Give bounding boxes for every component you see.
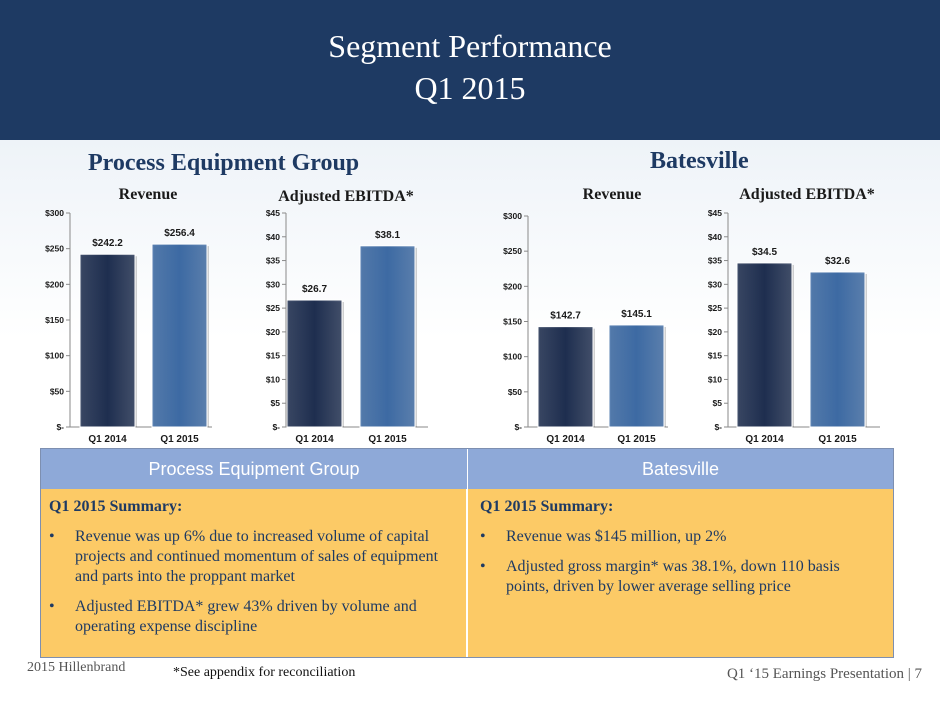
y-tick-label: $45: [708, 208, 722, 218]
title-banner: Segment Performance Q1 2015: [0, 0, 940, 140]
y-tick-label: $25: [708, 303, 722, 313]
chart-title-peg-revenue: Revenue: [118, 186, 178, 203]
chart-title-peg-ebitda: Adjusted EBITDA*: [278, 188, 414, 205]
y-tick-label: $10: [266, 374, 280, 384]
summary-table: Process Equipment Group Batesville Q1 20…: [40, 448, 894, 658]
y-tick-label: $20: [266, 327, 280, 337]
y-tick-label: $30: [708, 279, 722, 289]
y-tick-label: $-: [56, 422, 64, 432]
data-label: $242.2: [92, 238, 123, 249]
y-tick-label: $15: [708, 351, 722, 361]
y-tick-label: $50: [50, 386, 64, 396]
y-tick-label: $20: [708, 327, 722, 337]
summary-bullet-list: Revenue was $145 million, up 2% Adjusted…: [480, 527, 885, 597]
list-item: Adjusted EBITDA* grew 43% driven by volu…: [49, 597, 458, 637]
bar-q1-2015: [809, 271, 866, 428]
footer-note: *See appendix for reconciliation: [173, 665, 356, 680]
data-label: $34.5: [752, 247, 777, 258]
bar-q1-2014: [736, 262, 793, 428]
table-header-batesville: Batesville: [468, 449, 893, 489]
y-tick-label: $45: [266, 208, 280, 218]
x-tick-label: Q1 2014: [295, 434, 334, 445]
x-tick-label: Q1 2015: [368, 434, 407, 445]
y-tick-label: $150: [503, 317, 522, 327]
section-title-batesville: Batesville: [650, 148, 749, 174]
data-label: $26.7: [302, 284, 327, 295]
y-tick-label: $35: [708, 256, 722, 266]
x-tick-label: Q1 2015: [617, 434, 656, 445]
data-label: $256.4: [164, 228, 195, 239]
list-item: Revenue was up 6% due to increased volum…: [49, 527, 458, 587]
y-tick-label: $50: [508, 387, 522, 397]
summary-bullet-list: Revenue was up 6% due to increased volum…: [49, 527, 458, 637]
y-tick-label: $300: [503, 211, 522, 221]
y-tick-label: $15: [266, 351, 280, 361]
data-label: $32.6: [825, 256, 850, 267]
bar-q1-2015: [359, 245, 416, 428]
data-label: $142.7: [550, 311, 581, 322]
table-cell-process-equipment-group: Q1 2015 Summary: Revenue was up 6% due t…: [41, 489, 467, 657]
footer-page-label: Q1 ‘15 Earnings Presentation | 7: [726, 666, 922, 682]
y-tick-label: $300: [45, 208, 64, 218]
chart-title-bv-ebitda: Adjusted EBITDA*: [739, 186, 875, 203]
y-tick-label: $200: [503, 281, 522, 291]
chart-title-bv-revenue: Revenue: [582, 186, 642, 203]
y-tick-label: $250: [503, 246, 522, 256]
summary-title: Q1 2015 Summary:: [49, 498, 183, 515]
y-tick-label: $-: [272, 422, 280, 432]
list-item: Revenue was $145 million, up 2%: [480, 527, 885, 547]
x-tick-label: Q1 2014: [745, 434, 784, 445]
y-tick-label: $10: [708, 374, 722, 384]
y-tick-label: $250: [45, 244, 64, 254]
table-cell-batesville: Q1 2015 Summary: Revenue was $145 millio…: [468, 489, 893, 657]
table-header-process-equipment-group: Process Equipment Group: [41, 449, 468, 489]
y-tick-label: $5: [713, 398, 723, 408]
y-tick-label: $-: [514, 422, 522, 432]
y-tick-label: $25: [266, 303, 280, 313]
x-tick-label: Q1 2014: [88, 434, 127, 445]
data-label: $38.1: [375, 230, 400, 241]
data-label: $145.1: [621, 309, 652, 320]
section-title-process-equipment-group: Process Equipment Group: [88, 150, 360, 176]
bar-q1-2014: [537, 326, 594, 428]
y-tick-label: $150: [45, 315, 64, 325]
y-tick-label: $5: [271, 398, 281, 408]
y-tick-label: $100: [45, 351, 64, 361]
bar-q1-2014: [79, 253, 136, 428]
bar-q1-2015: [608, 324, 665, 428]
y-tick-label: $-: [714, 422, 722, 432]
y-tick-label: $40: [266, 232, 280, 242]
slide-title-line2: Q1 2015: [414, 70, 526, 106]
x-tick-label: Q1 2015: [160, 434, 199, 445]
list-item: Adjusted gross margin* was 38.1%, down 1…: [480, 557, 885, 597]
x-tick-label: Q1 2015: [818, 434, 857, 445]
y-tick-label: $200: [45, 279, 64, 289]
x-tick-label: Q1 2014: [546, 434, 585, 445]
y-tick-label: $40: [708, 232, 722, 242]
y-tick-label: $35: [266, 256, 280, 266]
y-tick-label: $100: [503, 352, 522, 362]
bar-q1-2014: [286, 299, 343, 428]
y-tick-label: $30: [266, 279, 280, 289]
footer-copyright: 2015 Hillenbrand: [27, 660, 126, 675]
slide-title-line1: Segment Performance: [328, 28, 612, 64]
bar-q1-2015: [151, 243, 208, 428]
summary-title: Q1 2015 Summary:: [480, 498, 614, 515]
